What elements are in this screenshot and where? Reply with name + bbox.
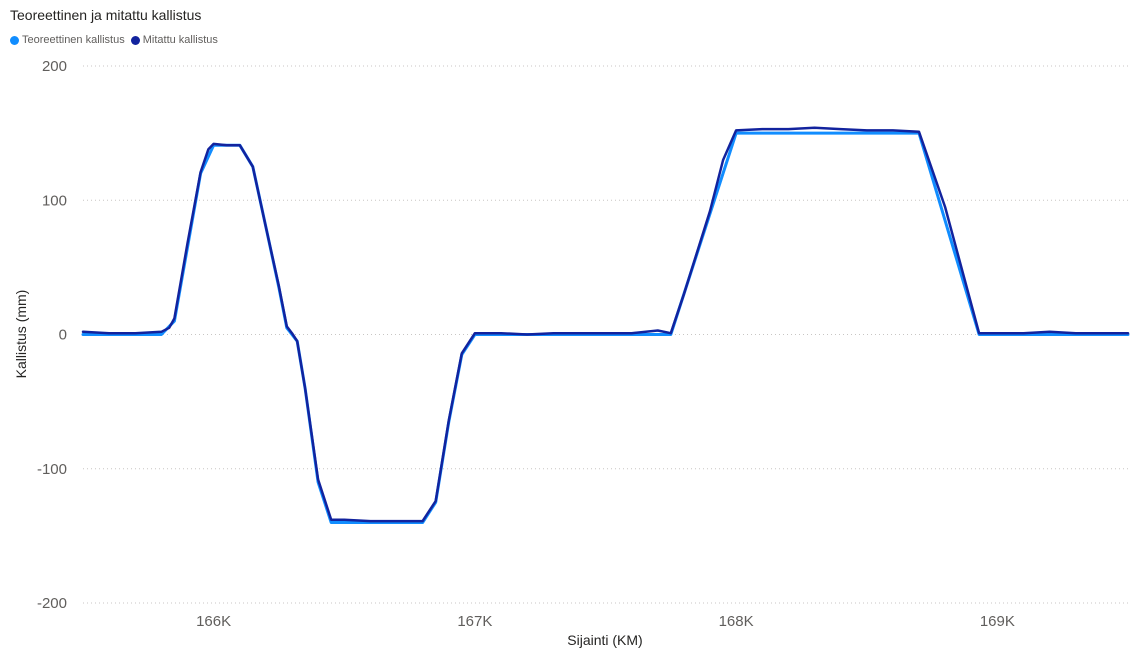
x-tick-label: 167K <box>457 613 492 630</box>
x-axis-title: Sijainti (KM) <box>567 632 642 648</box>
y-tick-label: 200 <box>42 58 67 75</box>
y-tick-label: -200 <box>37 595 67 612</box>
legend-item-teoreettinen[interactable]: Teoreettinen kallistus <box>10 34 125 46</box>
y-axis-title: Kallistus (mm) <box>13 290 29 379</box>
x-tick-label: 166K <box>196 613 231 630</box>
y-tick-label: 0 <box>59 327 67 344</box>
series-line-mitattu[interactable] <box>81 126 1130 523</box>
series-line-teoreettinen[interactable] <box>81 131 1130 524</box>
legend-dot-icon <box>10 35 19 45</box>
series-lines <box>81 126 1130 524</box>
y-tick-label: 100 <box>42 192 67 209</box>
x-axis-ticks: 166K 167K 168K 169K <box>196 613 1015 630</box>
y-axis-ticks: -200 -100 0 100 200 <box>37 58 67 612</box>
y-tick-label: -100 <box>37 461 67 478</box>
x-tick-label: 169K <box>980 613 1015 630</box>
legend-item-mitattu[interactable]: Mitattu kallistus <box>130 34 218 46</box>
legend: Teoreettinen kallistus Mitattu kallistus <box>10 34 224 46</box>
x-tick-label: 168K <box>719 613 754 630</box>
chart-title: Teoreettinen ja mitattu kallistus <box>10 7 202 23</box>
legend-dot-icon <box>130 35 140 45</box>
legend-label: Teoreettinen kallistus <box>22 34 125 46</box>
legend-label: Mitattu kallistus <box>142 34 218 46</box>
